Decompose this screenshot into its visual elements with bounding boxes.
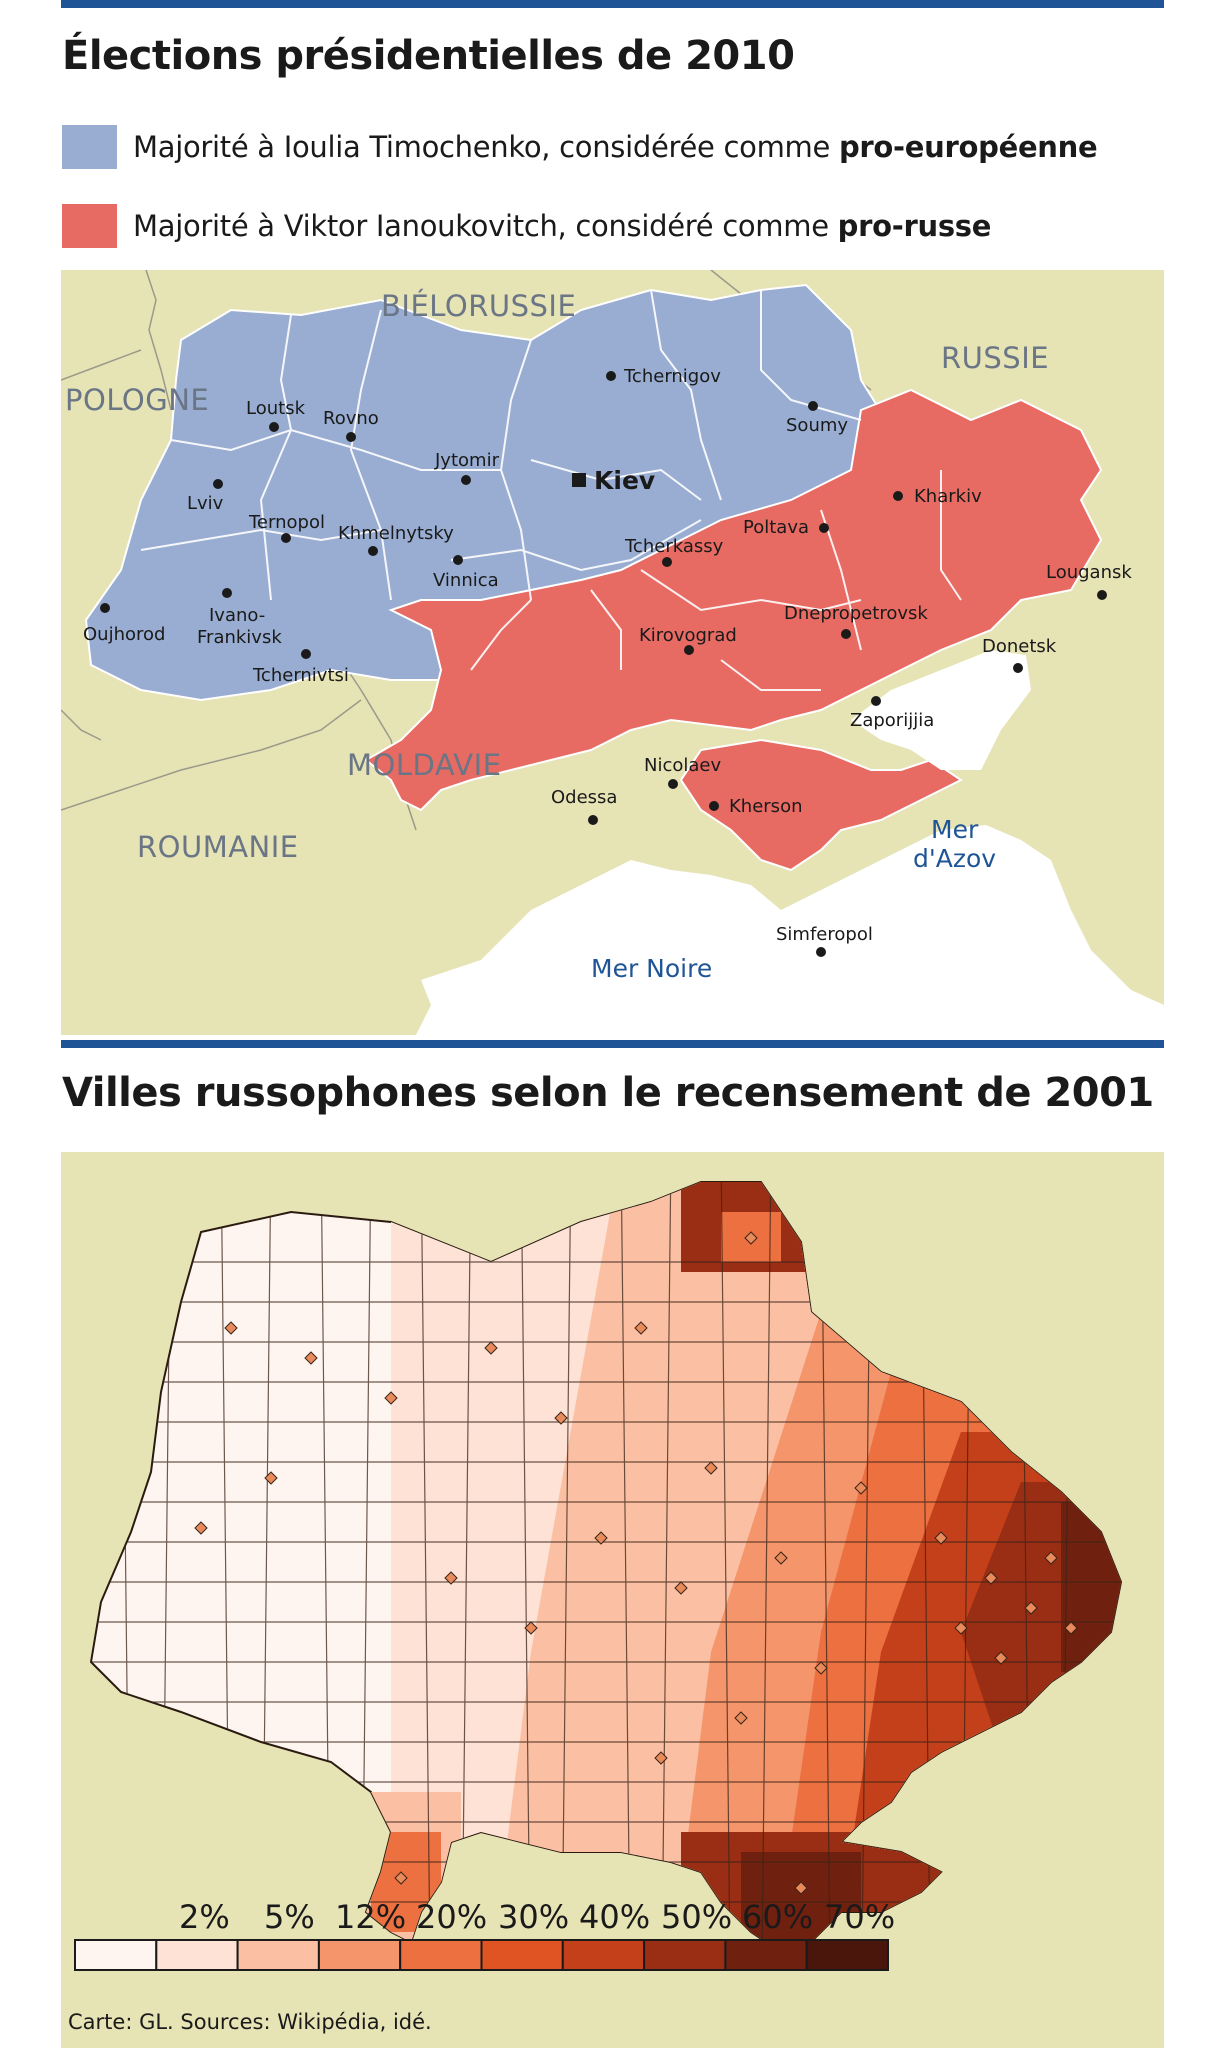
city-label-tchernivtsi: Tchernivtsi bbox=[252, 665, 349, 686]
scale-box bbox=[236, 1939, 320, 1971]
city-label-kherson: Kherson bbox=[729, 796, 803, 817]
label-azov-line1: Mer bbox=[931, 815, 979, 844]
legend-swatch-blue bbox=[62, 125, 117, 169]
label-romania: ROUMANIE bbox=[137, 830, 299, 864]
city-dot-nicolaev bbox=[668, 779, 678, 789]
city-label-frankivsk: Frankivsk bbox=[197, 627, 282, 648]
scale-label-70: 70% bbox=[824, 1898, 895, 1936]
middle-rule bbox=[61, 1040, 1164, 1048]
city-dot-odessa bbox=[588, 815, 598, 825]
language-map-title: Villes russophones selon le recensement … bbox=[62, 1070, 1154, 1116]
scale-box bbox=[399, 1939, 483, 1971]
color-scale: 2% 5% 12% 20% 30% 40% 50% 60% 70% bbox=[74, 1898, 895, 1971]
city-label-loutsk: Loutsk bbox=[246, 398, 306, 419]
city-dot-oujhorod bbox=[100, 603, 110, 613]
pro-ru-region bbox=[364, 388, 1103, 812]
city-label-khmelnytsky: Khmelnytsky bbox=[338, 523, 454, 544]
scale-box bbox=[561, 1939, 646, 1971]
city-dot-loutsk bbox=[269, 422, 279, 432]
top-rule bbox=[61, 0, 1164, 8]
city-dot-jytomir bbox=[461, 475, 471, 485]
city-label-vinnica: Vinnica bbox=[433, 570, 499, 591]
city-dot-tcherkassy bbox=[662, 557, 672, 567]
label-black-sea: Mer Noire bbox=[591, 954, 712, 983]
election-map-title: Élections présidentielles de 2010 bbox=[62, 33, 795, 79]
city-dot-kherson bbox=[709, 801, 719, 811]
city-dot-khmelnytsky bbox=[368, 546, 378, 556]
legend-item-pro-ru: Majorité à Viktor Ianoukovitch, considér… bbox=[62, 204, 991, 248]
scale-label-30: 30% bbox=[498, 1898, 569, 1936]
black-sea bbox=[416, 825, 1164, 1035]
legend-label-pro-ru: Majorité à Viktor Ianoukovitch, considér… bbox=[133, 209, 992, 243]
city-dot-soumy bbox=[808, 401, 818, 411]
city-dot-poltava bbox=[819, 523, 829, 533]
legend-item-pro-eu: Majorité à Ioulia Timochenko, considérée… bbox=[62, 125, 1098, 169]
city-dot-dnepropetrovsk bbox=[841, 629, 851, 639]
city-dot-vinnica bbox=[453, 555, 463, 565]
city-dot-rovno bbox=[346, 432, 356, 442]
city-label-ivano: Ivano- bbox=[209, 605, 265, 626]
label-moldova: MOLDAVIE bbox=[347, 748, 502, 782]
sea-of-azov bbox=[851, 650, 1031, 770]
city-dot-kharkiv bbox=[893, 491, 903, 501]
city-label-kharkiv: Kharkiv bbox=[914, 486, 982, 507]
city-dot-ternopol bbox=[281, 533, 291, 543]
language-map: 2% 5% 12% 20% 30% 40% 50% 60% 70% bbox=[61, 1152, 1164, 2048]
city-label-jytomir: Jytomir bbox=[434, 450, 500, 471]
scale-box bbox=[643, 1939, 727, 1971]
legend-swatch-red bbox=[62, 204, 117, 248]
city-label-tcherkassy: Tcherkassy bbox=[624, 536, 724, 557]
city-dot-donetsk bbox=[1013, 663, 1023, 673]
scale-box bbox=[155, 1939, 239, 1971]
city-label-poltava: Poltava bbox=[743, 517, 809, 538]
source-credit: Carte: GL. Sources: Wikipédia, idé. bbox=[68, 2010, 432, 2034]
city-label-lviv: Lviv bbox=[187, 493, 224, 514]
city-label-donetsk: Donetsk bbox=[982, 636, 1057, 657]
city-label-kirovograd: Kirovograd bbox=[639, 625, 737, 646]
city-dot-ivano-frankivsk bbox=[222, 588, 232, 598]
scale-label-12: 12% bbox=[335, 1898, 406, 1936]
scale-box bbox=[805, 1939, 890, 1971]
city-label-tchernigov: Tchernigov bbox=[623, 366, 721, 387]
capital-marker bbox=[572, 473, 586, 487]
scale-label-50: 50% bbox=[661, 1898, 732, 1936]
election-map: BIÉLORUSSIE RUSSIE POLOGNE MOLDAVIE ROUM… bbox=[61, 270, 1164, 1035]
scale-label-40: 40% bbox=[579, 1898, 650, 1936]
city-label-ternopol: Ternopol bbox=[248, 512, 325, 533]
legend-label-pro-eu: Majorité à Ioulia Timochenko, considérée… bbox=[133, 130, 1098, 164]
scale-label-20: 20% bbox=[416, 1898, 487, 1936]
scale-label-2: 2% bbox=[179, 1898, 230, 1936]
city-label-lougansk: Lougansk bbox=[1046, 562, 1132, 583]
crimea-region bbox=[679, 738, 963, 872]
city-label-zaporijjia: Zaporijjia bbox=[850, 710, 934, 731]
scale-label-5: 5% bbox=[264, 1898, 315, 1936]
label-kiev: Kiev bbox=[594, 466, 655, 495]
scale-box bbox=[724, 1939, 808, 1971]
scale-box bbox=[74, 1939, 158, 1971]
city-dot-tchernigov bbox=[606, 371, 616, 381]
city-dot-lougansk bbox=[1097, 590, 1107, 600]
city-dot-lviv bbox=[213, 479, 223, 489]
city-label-soumy: Soumy bbox=[786, 415, 848, 436]
city-dot-zaporijjia bbox=[871, 696, 881, 706]
city-label-rovno: Rovno bbox=[323, 408, 379, 429]
city-label-nicolaev: Nicolaev bbox=[644, 755, 721, 776]
city-label-simferopol: Simferopol bbox=[776, 924, 873, 945]
city-label-dnepropetrovsk: Dnepropetrovsk bbox=[784, 603, 928, 624]
city-label-oujhorod: Oujhorod bbox=[83, 624, 165, 645]
city-dot-kirovograd bbox=[684, 645, 694, 655]
scale-box bbox=[480, 1939, 564, 1971]
scale-box bbox=[317, 1939, 402, 1971]
label-russia: RUSSIE bbox=[941, 341, 1049, 375]
city-label-odessa: Odessa bbox=[551, 787, 617, 808]
city-dot-simferopol bbox=[816, 947, 826, 957]
label-poland: POLOGNE bbox=[65, 383, 209, 417]
scale-label-60: 60% bbox=[742, 1898, 813, 1936]
city-markers bbox=[194, 1231, 1078, 1895]
label-belarus: BIÉLORUSSIE bbox=[381, 289, 576, 323]
city-dot-tchernivtsi bbox=[301, 649, 311, 659]
label-azov-line2: d'Azov bbox=[913, 844, 996, 873]
